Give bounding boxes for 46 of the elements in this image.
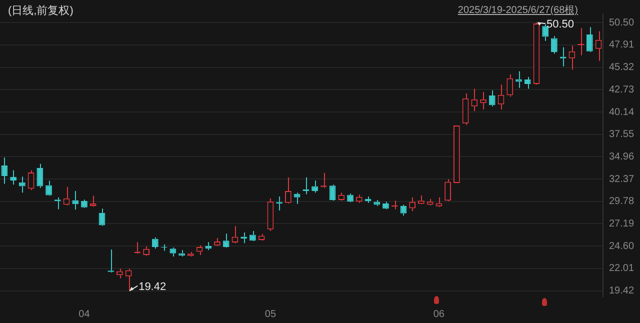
candlestick [506,74,514,98]
candlestick [551,36,558,54]
chart-subtitle: 2025/3/19-2025/6/27(68根) [458,4,578,17]
candlestick [267,198,274,232]
candlestick [90,195,96,206]
y-tick-label: 22.01 [608,263,634,274]
y-tick-label: 45.32 [608,62,634,74]
candlestick [578,28,584,56]
candlestick [364,196,372,204]
candlestick [516,70,522,88]
candlestick [10,170,16,186]
candlestick [36,163,44,188]
candlestick [374,200,380,207]
candlestick [444,178,451,201]
candlestick [284,176,292,203]
y-tick-label: 34.96 [608,151,634,162]
candlestick [418,195,424,204]
candlestick [462,93,469,126]
candlestick [98,208,106,226]
candlestick [436,196,442,206]
annotation: 50.50 [546,18,574,31]
candlestick [426,198,434,205]
y-tick-label: 27.19 [608,218,634,230]
candlestick [214,237,220,246]
x-tick-label: 04 [78,308,90,320]
y-tick-label: 47.91 [608,40,634,51]
annotation: 19.42 [138,280,166,293]
y-tick-label: 19.42 [608,286,634,297]
candlestick [329,184,336,200]
candlestick [187,252,194,256]
candlestick [116,268,123,279]
candlestick [312,180,318,194]
y-tick-label: 29.78 [608,196,634,208]
y-tick-label: 32.37 [608,174,634,185]
x-tick-label: 06 [433,308,445,320]
candlestick [533,22,540,84]
candlestick [205,242,212,251]
chart-title: (日线,前复权) [8,4,74,18]
y-tick-label: 24.60 [608,240,634,252]
x-tick-label: 05 [264,308,276,320]
y-tick-label: 42.73 [608,84,634,96]
y-tick-label: 37.55 [608,129,634,140]
y-tick-label: 50.50 [608,17,634,28]
y-tick-label: 40.14 [608,106,634,118]
candlestick [250,230,256,241]
candlestick [170,247,176,258]
